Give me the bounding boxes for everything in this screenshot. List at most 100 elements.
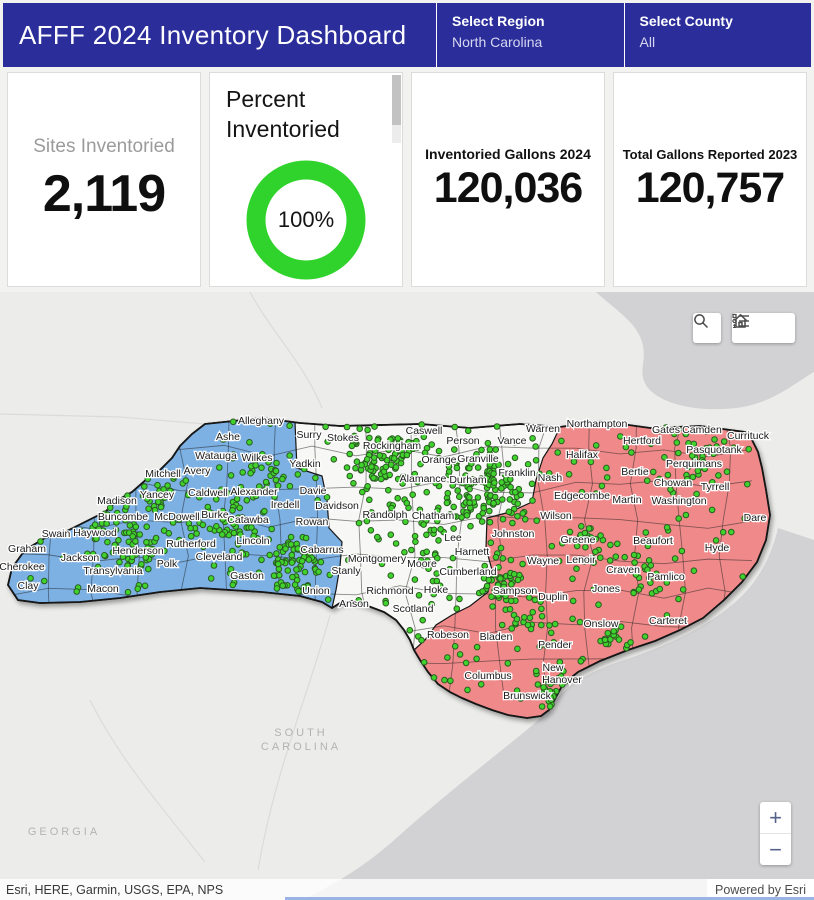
svg-text:Cherokee: Cherokee <box>0 561 45 573</box>
svg-text:Martin: Martin <box>612 494 641 506</box>
stat-value: 120,036 <box>433 164 583 212</box>
page-title: AFFF 2024 Inventory Dashboard <box>19 19 407 50</box>
svg-text:Rutherford: Rutherford <box>166 538 216 550</box>
svg-text:Franklin: Franklin <box>498 467 536 479</box>
legend-icon <box>732 313 749 329</box>
stat-label: Sites Inventoried <box>33 135 175 157</box>
card-scrollbar-thumb[interactable] <box>392 75 401 125</box>
map-home-button[interactable] <box>732 313 764 343</box>
svg-text:Perquimans: Perquimans <box>666 458 722 470</box>
svg-text:Pender: Pender <box>538 639 572 651</box>
svg-text:Wilson: Wilson <box>540 510 572 522</box>
svg-text:Henderson: Henderson <box>112 545 164 557</box>
card-percent-inventoried: Percent Inventoried 100% <box>209 72 403 287</box>
region-selector[interactable]: Select Region North Carolina <box>437 3 624 67</box>
svg-text:Macon: Macon <box>87 583 119 595</box>
svg-text:Rowan: Rowan <box>296 516 329 528</box>
svg-text:Davie: Davie <box>300 485 327 497</box>
card-total-gallons: Total Gallons Reported 2023 120,757 <box>613 72 807 287</box>
zoom-divider <box>760 833 791 834</box>
card-scrollbar[interactable] <box>392 75 401 143</box>
svg-text:Hyde: Hyde <box>705 542 730 554</box>
svg-text:Wilkes: Wilkes <box>242 452 273 464</box>
svg-text:Greene: Greene <box>560 534 595 546</box>
svg-text:Onslow: Onslow <box>583 618 618 630</box>
svg-text:Harnett: Harnett <box>455 546 490 558</box>
map-attribution-bar: Esri, HERE, Garmin, USGS, EPA, NPS Power… <box>0 879 814 900</box>
svg-text:Hertford: Hertford <box>623 435 661 447</box>
attribution-sources: Esri, HERE, Garmin, USGS, EPA, NPS <box>6 882 224 897</box>
county-selector-value[interactable]: All <box>639 34 656 50</box>
svg-text:Bladen: Bladen <box>480 631 513 643</box>
svg-text:Sampson: Sampson <box>493 585 538 597</box>
home-icon <box>733 313 748 328</box>
svg-text:Hanover: Hanover <box>542 674 582 686</box>
svg-text:Transylvania: Transylvania <box>83 565 142 577</box>
svg-text:Wayne: Wayne <box>527 555 559 567</box>
svg-text:Montgomery: Montgomery <box>348 553 407 565</box>
map-zoom-control: + − <box>760 802 791 865</box>
stat-value: 120,757 <box>635 163 785 212</box>
zoom-in-button[interactable]: + <box>769 804 782 830</box>
svg-text:New: New <box>542 662 563 674</box>
county-selector[interactable]: Select County All <box>625 3 812 67</box>
svg-text:Northampton: Northampton <box>567 418 628 430</box>
zoom-out-button[interactable]: − <box>769 836 782 862</box>
svg-text:Pamlico: Pamlico <box>647 571 685 583</box>
region-selector-label: Select Region <box>452 13 545 29</box>
svg-text:Jackson: Jackson <box>61 552 100 564</box>
map-panel[interactable]: Alleghany Ashe Watauga Wilkes Mitchell Avery Y… <box>0 292 814 900</box>
svg-text:Person: Person <box>446 435 479 447</box>
svg-text:Edgecombe: Edgecombe <box>554 490 610 502</box>
svg-text:Ashe: Ashe <box>216 431 240 443</box>
svg-text:Vance: Vance <box>498 435 527 447</box>
svg-text:Swain: Swain <box>42 528 71 540</box>
svg-text:Stokes: Stokes <box>327 432 359 444</box>
svg-text:Tyrrell: Tyrrell <box>701 481 730 493</box>
svg-text:Clay: Clay <box>17 580 39 592</box>
svg-text:Lee: Lee <box>444 532 462 544</box>
svg-text:Gaston: Gaston <box>230 570 264 582</box>
gauge-value: 100% <box>277 207 335 232</box>
svg-text:Brunswick: Brunswick <box>503 690 552 702</box>
svg-text:Carteret: Carteret <box>649 615 687 627</box>
map-legend-button[interactable] <box>732 313 796 343</box>
svg-text:Union: Union <box>302 585 330 597</box>
map-tools-group <box>732 313 795 343</box>
svg-text:Camden: Camden <box>682 424 722 436</box>
svg-text:Beaufort: Beaufort <box>633 535 673 547</box>
gauge-title: Percent Inventoried <box>226 86 340 142</box>
svg-text:Cabarrus: Cabarrus <box>300 544 343 556</box>
svg-text:Columbus: Columbus <box>464 670 511 682</box>
svg-text:Yancey: Yancey <box>140 489 175 501</box>
svg-text:Haywood: Haywood <box>73 527 117 539</box>
svg-text:Cleveland: Cleveland <box>196 551 243 563</box>
svg-text:Moore: Moore <box>407 558 437 570</box>
header-divider <box>436 3 437 67</box>
svg-text:Robeson: Robeson <box>427 629 469 641</box>
svg-text:Stanly: Stanly <box>331 565 361 577</box>
svg-text:Hoke: Hoke <box>424 584 449 596</box>
card-sites-inventoried: Sites Inventoried 2,119 <box>7 72 201 287</box>
svg-text:GEORGIA: GEORGIA <box>28 826 100 838</box>
svg-text:Duplin: Duplin <box>538 591 568 603</box>
percent-gauge: 100% <box>243 157 369 283</box>
stat-value: 2,119 <box>42 164 166 223</box>
stat-label: Total Gallons Reported 2023 <box>622 146 798 162</box>
svg-text:Yadkin: Yadkin <box>289 458 320 470</box>
svg-text:Richmond: Richmond <box>366 585 413 597</box>
svg-text:Granville: Granville <box>457 453 499 465</box>
region-selector-value[interactable]: North Carolina <box>452 34 543 50</box>
svg-text:Alamance: Alamance <box>400 473 447 485</box>
svg-text:Johnston: Johnston <box>492 528 535 540</box>
svg-text:Alexander: Alexander <box>230 486 278 498</box>
map-search-button[interactable] <box>693 313 721 343</box>
svg-text:Graham: Graham <box>8 543 46 555</box>
svg-text:Dare: Dare <box>744 512 767 524</box>
svg-text:Halifax: Halifax <box>566 449 599 461</box>
dashboard-header: AFFF 2024 Inventory Dashboard Select Reg… <box>3 3 811 67</box>
svg-text:Currituck: Currituck <box>727 430 770 442</box>
nc-county-map[interactable]: Alleghany Ashe Watauga Wilkes Mitchell Avery Y… <box>0 292 814 900</box>
